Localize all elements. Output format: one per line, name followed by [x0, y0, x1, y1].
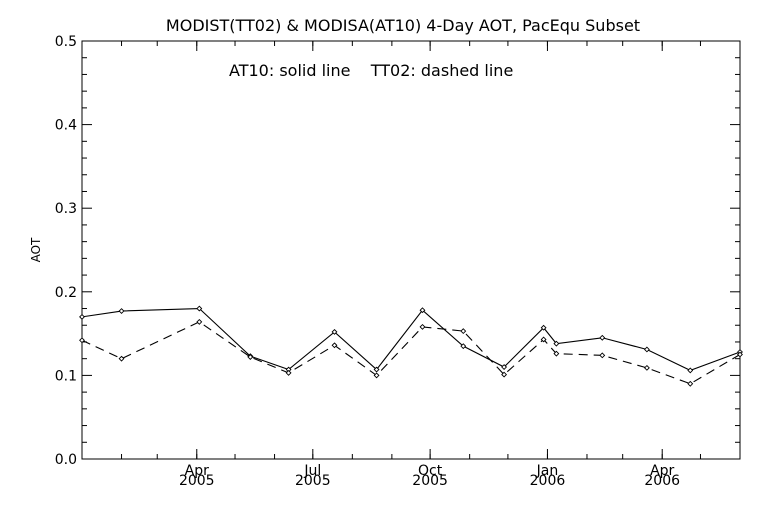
data-point-tt02: [540, 336, 547, 343]
data-point-at10: [373, 366, 380, 373]
data-point-at10: [501, 364, 508, 370]
data-point-at10: [460, 343, 467, 350]
data-point-at10: [419, 307, 426, 314]
data-point-at10: [331, 328, 338, 335]
x-tick-month-label: Apr: [650, 463, 674, 479]
y-axis: 0.0 0.1 0.2 0.3 0.4 0.5: [55, 34, 740, 468]
data-point-at10: [553, 340, 560, 347]
data-point-tt02: [553, 350, 560, 357]
x-tick-year-label: 2006: [530, 473, 566, 489]
data-point-tt02: [247, 354, 254, 360]
x-tick-month-label: Jul: [303, 463, 321, 479]
chart-title: MODIST(TT02) & MODISA(AT10) 4-Day AOT, P…: [166, 16, 640, 35]
x-tick-year-label: 2006: [644, 473, 680, 489]
plot-frame: [81, 40, 741, 460]
x-tick-year-label: 2005: [295, 473, 331, 489]
series-annotation: AT10: solid line TT02: dashed line: [229, 61, 513, 80]
data-point-tt02: [687, 380, 694, 387]
data-point-tt02: [373, 372, 380, 379]
data-point-tt02: [737, 351, 743, 358]
x-tick-year-label: 2005: [179, 473, 215, 489]
y-tick-label: 0.4: [55, 118, 77, 134]
series-layer: [79, 305, 743, 387]
data-point-tt02: [643, 364, 650, 371]
data-point-tt02: [460, 328, 467, 335]
series-line-tt02: [81, 321, 741, 385]
data-point-tt02: [196, 318, 203, 325]
data-point-tt02: [118, 355, 125, 362]
series-at10: [79, 305, 743, 374]
data-point-tt02: [599, 352, 606, 359]
y-tick-label: 0.3: [55, 201, 77, 217]
x-tick-month-label: Apr: [185, 463, 209, 479]
y-axis-label: AOT: [29, 237, 43, 262]
data-point-at10: [118, 308, 125, 314]
x-tick-month-label: Jan: [536, 463, 559, 479]
data-point-tt02: [419, 323, 426, 330]
data-point-at10: [79, 313, 85, 320]
y-tick-label: 0.5: [55, 34, 77, 50]
data-point-at10: [196, 305, 203, 312]
data-point-tt02: [331, 342, 338, 349]
y-tick-label: 0.1: [55, 368, 77, 384]
data-point-at10: [540, 324, 547, 331]
series-tt02: [79, 318, 743, 387]
y-tick-label: 0.2: [55, 285, 77, 301]
series-line-at10: [81, 307, 741, 371]
data-point-at10: [643, 346, 650, 353]
y-tick-label: 0.0: [55, 452, 77, 468]
data-point-at10: [599, 334, 606, 341]
data-point-at10: [687, 367, 694, 374]
data-point-tt02: [79, 337, 85, 344]
x-tick-year-label: 2005: [412, 473, 448, 489]
data-point-tt02: [285, 369, 292, 376]
data-point-tt02: [501, 371, 508, 378]
x-tick-month-label: Oct: [418, 463, 443, 479]
